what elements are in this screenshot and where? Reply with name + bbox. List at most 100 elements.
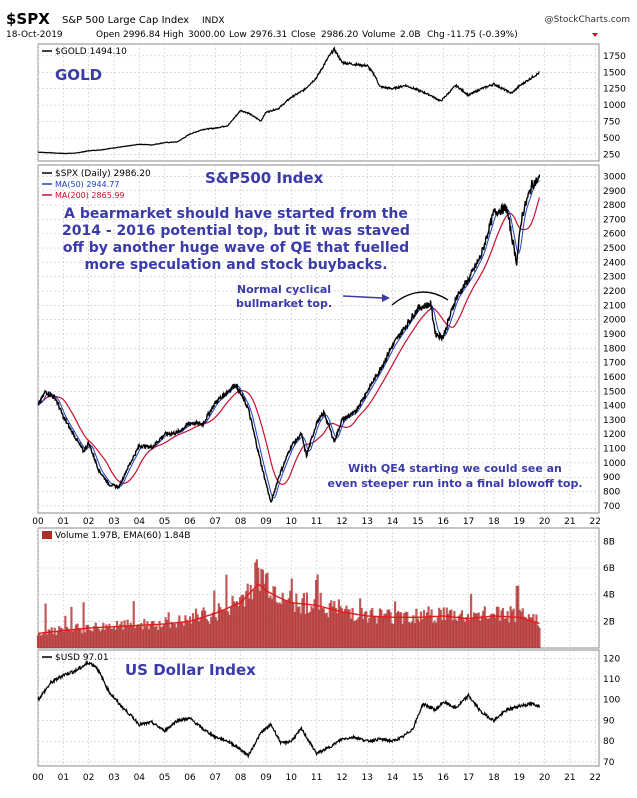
- volume-bar-277: [457, 615, 461, 648]
- volume-bar-125: [226, 611, 230, 648]
- header-exchange: INDX: [202, 16, 224, 26]
- usd-xtick-06: 06: [184, 773, 196, 783]
- usd-panel-frame: [37, 649, 600, 767]
- usd-xtick-17: 17: [463, 773, 474, 783]
- volume-bar-9: [50, 627, 53, 648]
- volume-bar-295: [485, 617, 488, 648]
- gold-ytick-750: 750: [603, 118, 620, 128]
- spx-xtick-18: 18: [488, 517, 500, 527]
- volume-bar-106: [197, 621, 201, 648]
- volume-bar-87: [169, 627, 172, 648]
- volume-bar-235: [394, 601, 397, 648]
- tick-layer: 2505007501000125015001750700800900100011…: [32, 52, 626, 783]
- volume-bar-290: [477, 612, 480, 648]
- volume-bar-26: [76, 623, 79, 648]
- spx-panel-title: S&P500 Index: [205, 169, 324, 187]
- volume-bar-110: [204, 610, 207, 648]
- chart-header: $SPX S&P 500 Large Cap Index INDX @Stock…: [6, 10, 630, 40]
- volume-bar-252: [419, 611, 423, 648]
- spx-xtick-22: 22: [589, 517, 600, 527]
- volume-bar-113: [208, 623, 211, 648]
- volume-bar-302: [495, 606, 499, 648]
- volume-bar-40: [97, 628, 100, 648]
- volume-bar-159: [278, 602, 281, 648]
- header-high: 3000.00: [188, 30, 225, 40]
- volume-bar-139: [248, 598, 251, 648]
- volume-bar-155: [272, 586, 275, 648]
- volume-bar-104: [194, 608, 198, 648]
- volume-bar-6: [46, 634, 49, 648]
- volume-bar-297: [488, 618, 491, 648]
- volume-bar-13: [56, 631, 59, 648]
- annotation-arrow-shaft: [342, 295, 384, 299]
- usd-xtick-00: 00: [32, 773, 44, 783]
- spx-ytick-2600: 2600: [603, 230, 626, 240]
- volume-bar-183: [314, 580, 318, 648]
- volume-bar-153: [269, 595, 272, 648]
- gold-panel-title: GOLD: [55, 66, 102, 84]
- volume-bar-177: [305, 592, 309, 648]
- volume-bar-283: [466, 613, 470, 648]
- volume-bar-251: [418, 621, 421, 648]
- volume-bar-166: [289, 590, 292, 648]
- spx-ytick-2300: 2300: [603, 273, 626, 283]
- spx-xtick-11: 11: [311, 517, 322, 527]
- volume-bar-213: [360, 607, 363, 648]
- volume-bar-130: [234, 602, 237, 648]
- volume-bar-91: [175, 627, 178, 648]
- volume-bar-179: [308, 611, 312, 648]
- volume-bar-71: [144, 626, 147, 648]
- volume-bar-170: [295, 593, 298, 648]
- volume-bar-47: [108, 623, 111, 648]
- volume-bar-10: [52, 633, 55, 648]
- volume-bar-256: [425, 612, 429, 648]
- volume-bar-223: [375, 623, 378, 648]
- volume-bar-232: [389, 612, 392, 648]
- volume-bar-20: [67, 628, 70, 648]
- usd-xtick-09: 09: [260, 773, 272, 783]
- volume-bar-195: [333, 601, 336, 648]
- usd-xtick-18: 18: [488, 773, 500, 783]
- volume-bar-187: [321, 607, 324, 648]
- volume-bar-3: [41, 634, 44, 648]
- volume-bar-7: [47, 629, 50, 648]
- volume-bar-225: [378, 608, 382, 648]
- spx-ytick-2100: 2100: [603, 301, 626, 311]
- gold-ytick-1250: 1250: [603, 85, 626, 95]
- usd-xtick-21: 21: [564, 773, 575, 783]
- volume-bar-312: [511, 610, 514, 648]
- volume-bar-127: [229, 607, 233, 648]
- volume-bar-12: [55, 635, 58, 648]
- volume-bar-182: [313, 599, 316, 648]
- volume-bar-203: [345, 605, 348, 648]
- volume-bar-165: [287, 598, 290, 648]
- volume-bar-246: [410, 621, 413, 648]
- volume-bar-158: [277, 603, 280, 648]
- volume-bar-281: [463, 621, 467, 648]
- volume-bar-299: [491, 613, 494, 648]
- header-low-label: Low: [229, 30, 247, 40]
- volume-bar-218: [368, 617, 371, 648]
- volume-bar-146: [258, 590, 261, 648]
- volume-bar-178: [307, 612, 310, 648]
- volume-bar-211: [357, 617, 360, 648]
- volume-bar-114: [210, 616, 213, 648]
- volume-bar-220: [371, 607, 374, 648]
- volume-bar-192: [328, 603, 331, 648]
- volume-bar-147: [260, 568, 263, 648]
- usd-ytick-120: 120: [603, 654, 620, 664]
- annotation-line-4: more speculation and stock buybacks.: [84, 257, 387, 273]
- volume-bar-64: [134, 627, 137, 648]
- volume-legend-swatch: [42, 531, 52, 539]
- volume-bar-193: [330, 600, 333, 648]
- volume-bar-4: [42, 632, 46, 648]
- volume-bar-255: [424, 616, 427, 648]
- volume-bar-327: [533, 622, 537, 648]
- volume-bar-320: [523, 616, 526, 648]
- volume-bar-21: [68, 630, 72, 648]
- spx-xtick-12: 12: [336, 517, 347, 527]
- volume-bar-35: [90, 630, 93, 648]
- volume-bar-175: [302, 593, 306, 648]
- annotation-line-7: With QE4 starting we could see an: [348, 462, 562, 475]
